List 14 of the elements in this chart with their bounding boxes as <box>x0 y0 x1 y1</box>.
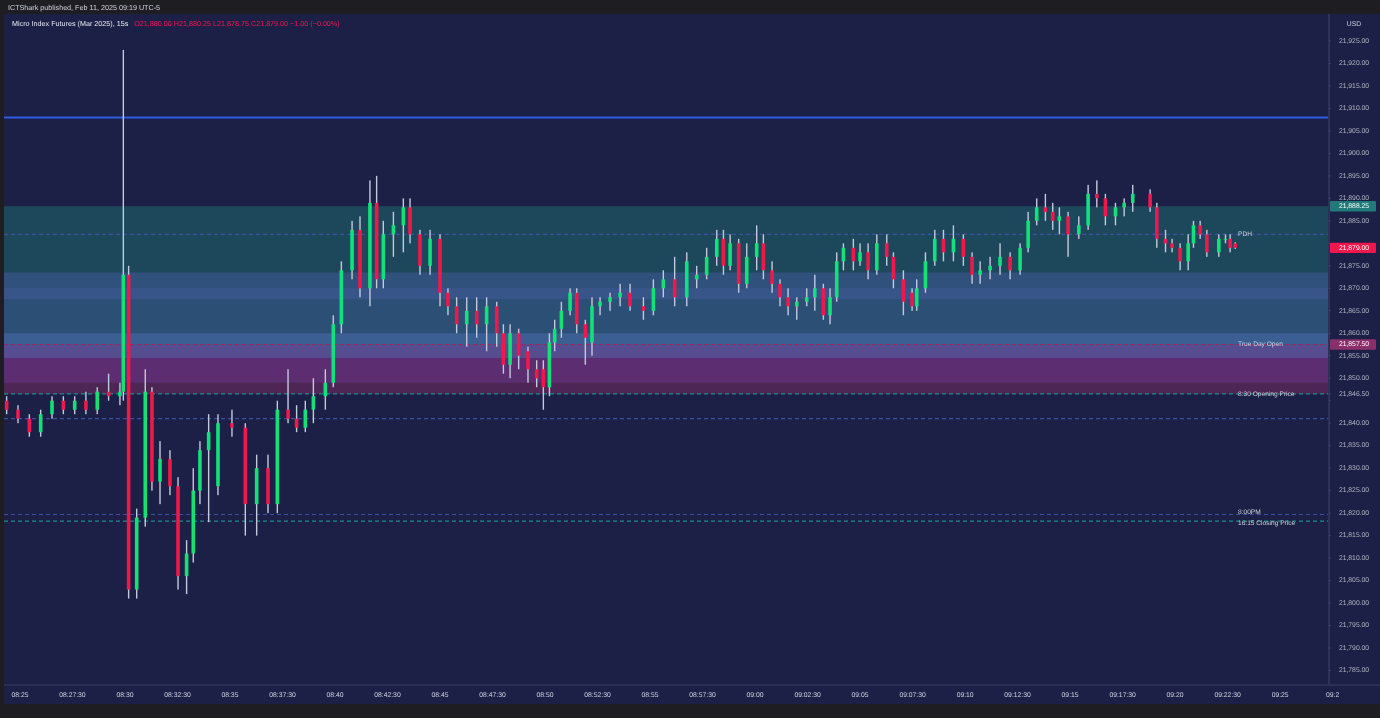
candlestick <box>786 288 790 316</box>
candlestick <box>286 369 290 424</box>
candlestick <box>608 292 612 311</box>
candlestick <box>598 297 602 316</box>
candlestick <box>158 441 162 505</box>
candlestick <box>618 283 622 307</box>
candlestick <box>230 409 234 437</box>
candlestick <box>988 256 992 280</box>
candlestick <box>978 261 982 284</box>
candlestick <box>1122 198 1126 217</box>
candlestick <box>998 243 1002 275</box>
candlestick <box>1095 180 1099 208</box>
candlestick <box>1077 216 1081 239</box>
candlestick <box>858 243 862 266</box>
